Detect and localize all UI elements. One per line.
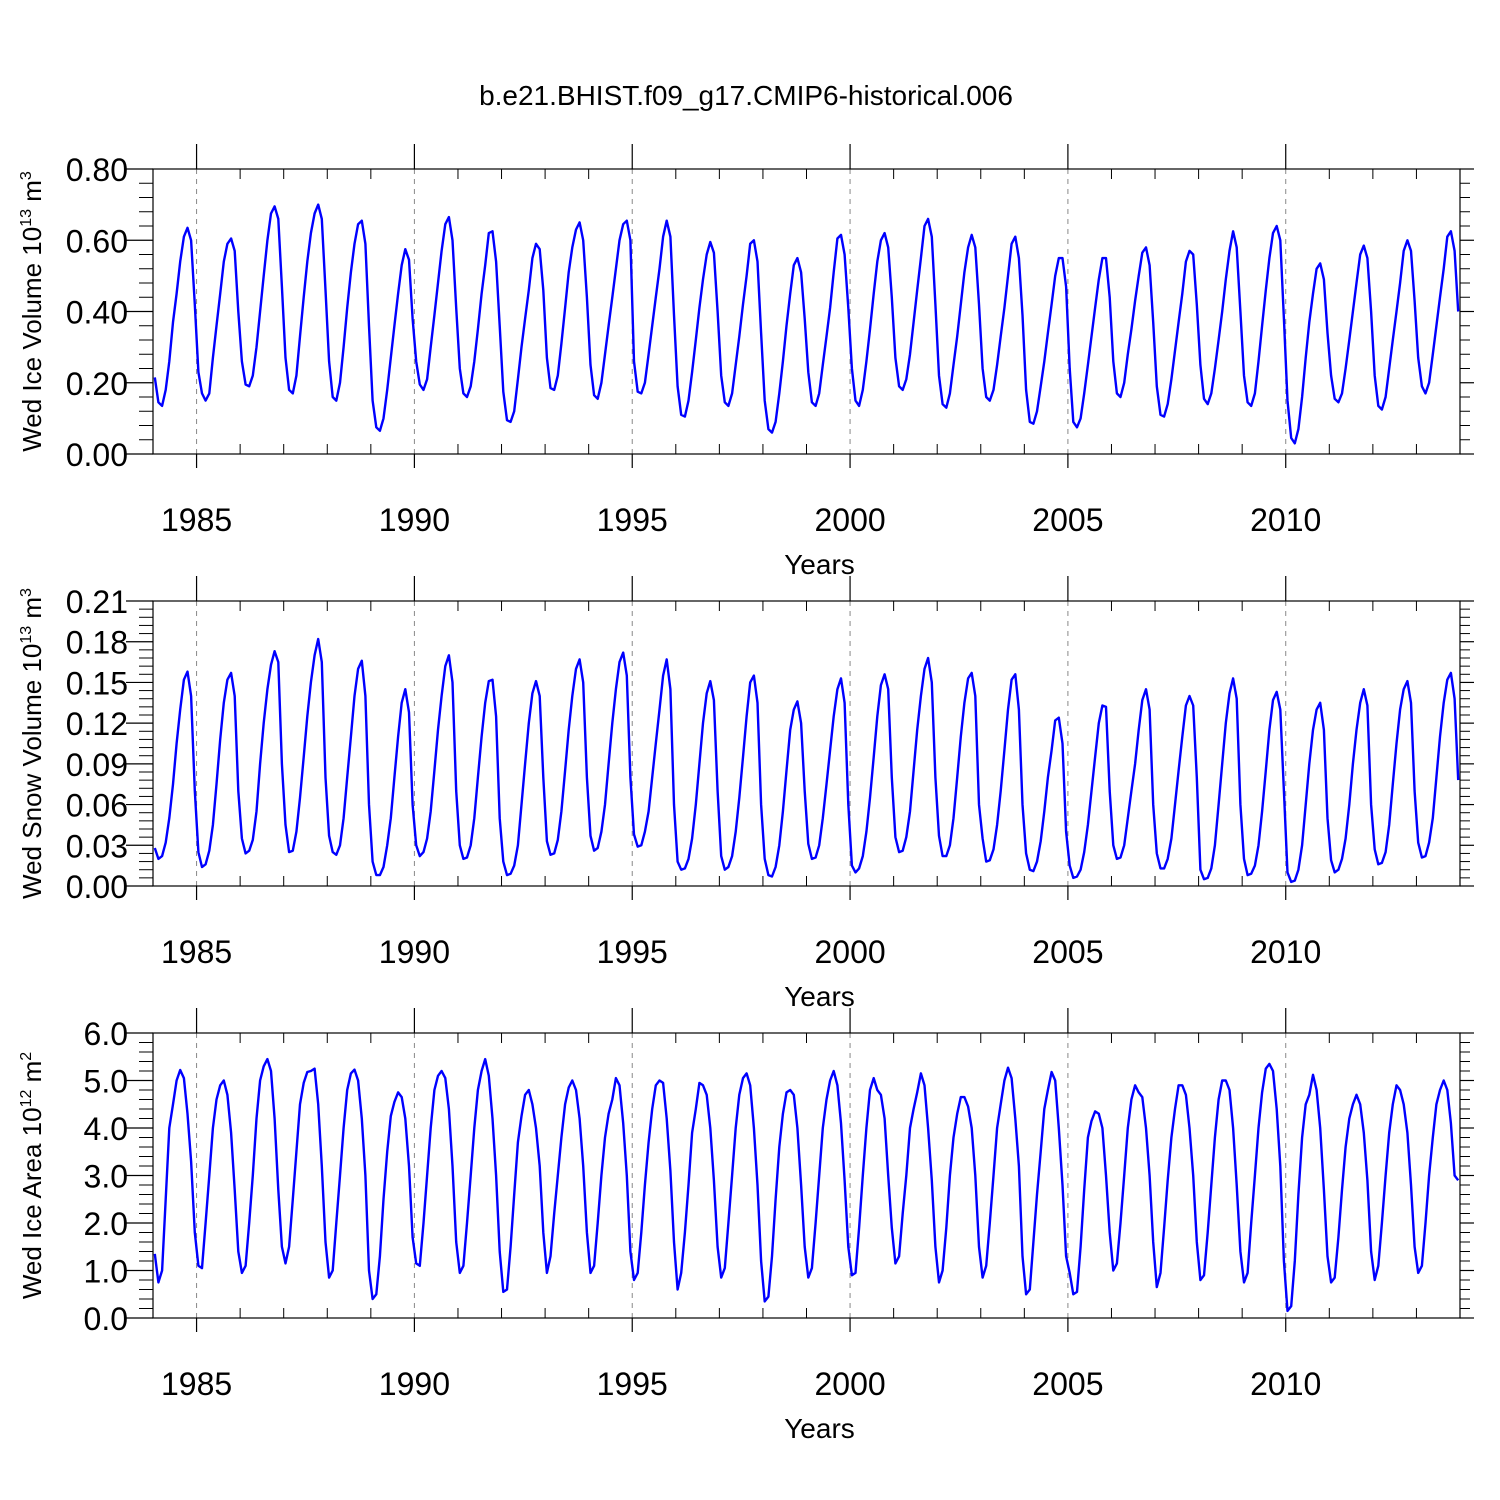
x-tick-label: 2005 bbox=[1032, 1366, 1103, 1402]
y-tick-label: 0.21 bbox=[66, 584, 128, 620]
y-axis-label: Wed Snow Volume 1013 m3 bbox=[17, 588, 47, 899]
x-tick-label: 1990 bbox=[379, 934, 450, 970]
x-tick-label: 1985 bbox=[161, 502, 232, 538]
y-tick-label: 2.0 bbox=[84, 1206, 128, 1242]
series-line bbox=[153, 1057, 1460, 1313]
x-tick-label: 1985 bbox=[161, 934, 232, 970]
x-tick-label: 2000 bbox=[814, 502, 885, 538]
y-tick-label: 0.20 bbox=[66, 366, 128, 402]
y-tick-label: 0.00 bbox=[66, 869, 128, 905]
x-tick-label: 2000 bbox=[814, 934, 885, 970]
x-axis-label: Years bbox=[784, 549, 855, 580]
series-line bbox=[153, 637, 1460, 884]
plot-frame bbox=[152, 600, 1461, 887]
x-tick-label: 1995 bbox=[597, 502, 668, 538]
y-tick-label: 6.0 bbox=[84, 1016, 128, 1052]
x-axis-label: Years bbox=[784, 981, 855, 1012]
y-axis-label: Wed Ice Area 1012 m2 bbox=[17, 1052, 47, 1299]
chart-panel-ice-area: 1985 1990 1995 2000 2005 2010 Years 0.0 1.0 2.0 3.… bbox=[17, 1008, 1474, 1444]
y-tick-label: 0.80 bbox=[66, 152, 128, 188]
x-tick-label: 1995 bbox=[597, 1366, 668, 1402]
y-tick-label: 0.18 bbox=[66, 625, 128, 661]
figure-title: b.e21.BHIST.f09_g17.CMIP6-historical.006 bbox=[479, 80, 1013, 111]
y-tick-label: 0.0 bbox=[84, 1301, 128, 1337]
x-tick-label: 2005 bbox=[1032, 934, 1103, 970]
x-tick-label: 2010 bbox=[1250, 934, 1321, 970]
x-tick-label: 1990 bbox=[379, 1366, 450, 1402]
x-tick-label: 2005 bbox=[1032, 502, 1103, 538]
chart-panel-snow-volume: 1985 1990 1995 2000 2005 2010 Years 0.00 0.03 0.0… bbox=[17, 576, 1474, 1012]
y-tick-label: 0.40 bbox=[66, 295, 128, 331]
y-tick-label: 0.00 bbox=[66, 437, 128, 473]
x-tick-label: 1990 bbox=[379, 502, 450, 538]
x-tick-label: 2010 bbox=[1250, 1366, 1321, 1402]
y-tick-label: 0.12 bbox=[66, 706, 128, 742]
y-tick-label: 5.0 bbox=[84, 1064, 128, 1100]
x-axis-label: Years bbox=[784, 1413, 855, 1444]
y-tick-label: 0.09 bbox=[66, 747, 128, 783]
x-tick-label: 2010 bbox=[1250, 502, 1321, 538]
x-tick-label: 1995 bbox=[597, 934, 668, 970]
x-tick-label: 1985 bbox=[161, 1366, 232, 1402]
y-tick-label: 0.60 bbox=[66, 223, 128, 259]
series-line bbox=[153, 203, 1460, 445]
x-tick-label: 2000 bbox=[814, 1366, 885, 1402]
y-tick-label: 1.0 bbox=[84, 1254, 128, 1290]
y-tick-label: 0.06 bbox=[66, 788, 128, 824]
y-tick-label: 4.0 bbox=[84, 1111, 128, 1147]
y-tick-label: 3.0 bbox=[84, 1159, 128, 1195]
chart-panel-ice-volume: 1985 1990 1995 2000 2005 2010 Years 0.00 0.20 0.4… bbox=[17, 144, 1474, 580]
y-axis-label: Wed Ice Volume 1013 m3 bbox=[17, 171, 47, 452]
y-tick-label: 0.03 bbox=[66, 828, 128, 864]
y-tick-label: 0.15 bbox=[66, 665, 128, 701]
